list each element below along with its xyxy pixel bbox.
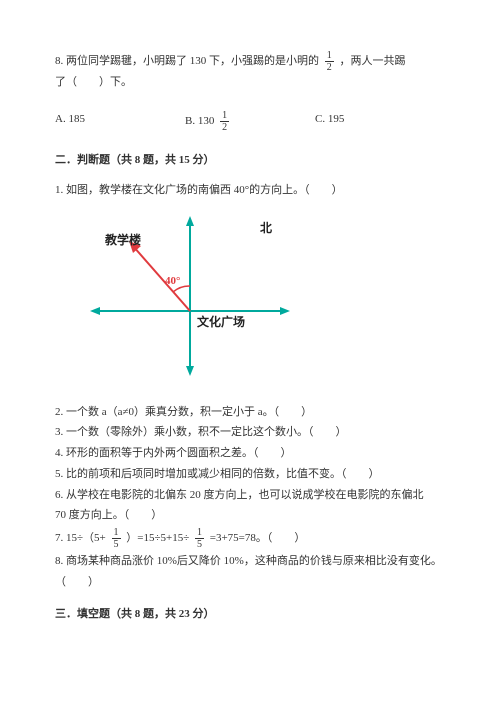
option-c: C. 195: [315, 110, 445, 133]
section-3-title: 三．填空题（共 8 题，共 23 分）: [55, 605, 445, 624]
tf-question-6b: 70 度方向上。（ ）: [55, 506, 445, 525]
direction-diagram: 教学楼 北 文化广场 40°: [85, 216, 445, 383]
section-2-title: 二．判断题（共 8 题，共 15 分）: [55, 151, 445, 170]
q7-p2: ）=15÷5+15÷: [126, 532, 189, 544]
label-square: 文化广场: [197, 314, 245, 329]
tf-question-2: 2. 一个数 a（a≠0）乘真分数，积一定小于 a。（ ）: [55, 403, 445, 422]
option-b: B. 130 1 2: [185, 110, 315, 133]
tf-question-8: 8. 商场某种商品涨价 10%后又降价 10%，这种商品的价钱与原来相比没有变化…: [55, 552, 445, 571]
arrow-right: [280, 307, 290, 315]
tf-question-3: 3. 一个数（零除外）乘小数，积不一定比这个数小。（ ）: [55, 423, 445, 442]
tf-question-1: 1. 如图，教学楼在文化广场的南偏西 40°的方向上。（ ）: [55, 181, 445, 200]
label-angle: 40°: [165, 275, 180, 287]
fraction: 1 2: [325, 50, 334, 73]
fraction-num: 1: [112, 527, 121, 539]
fraction: 1 5: [195, 527, 204, 550]
tf-question-4: 4. 环形的面积等于内外两个圆面积之差。（ ）: [55, 444, 445, 463]
option-b-prefix: B. 130: [185, 115, 214, 127]
fraction-num: 1: [195, 527, 204, 539]
label-building: 教学楼: [104, 232, 141, 247]
q8-text-suffix: ，两人一共踢: [340, 55, 406, 67]
direction-ray: [133, 246, 190, 311]
tf-question-5: 5. 比的前项和后项同时增加或减少相同的倍数，比值不变。（ ）: [55, 465, 445, 484]
q8-text-prefix: 8. 两位同学踢毽，小明踢了 130 下，小强踢的是小明的: [55, 55, 319, 67]
arrow-left: [90, 307, 100, 315]
tf-question-7: 7. 15÷（5+ 1 5 ）=15÷5+15÷ 1 5 =3+75=78。（ …: [55, 527, 445, 550]
q7-p1: 7. 15÷（5+: [55, 532, 106, 544]
fraction-den: 5: [195, 539, 204, 550]
diagram-svg: 教学楼 北 文化广场 40°: [85, 216, 295, 376]
q8-options: A. 185 B. 130 1 2 C. 195: [55, 110, 445, 133]
mc-question-8: 8. 两位同学踢毽，小明踢了 130 下，小强踢的是小明的 1 2 ，两人一共踢…: [55, 50, 445, 92]
fraction-den: 2: [220, 122, 229, 133]
fraction: 1 5: [112, 527, 121, 550]
fraction-den: 2: [325, 62, 334, 73]
fraction-den: 5: [112, 539, 121, 550]
fraction-num: 1: [325, 50, 334, 62]
fraction: 1 2: [220, 110, 229, 133]
arrow-up: [186, 216, 194, 226]
arrow-down: [186, 366, 194, 376]
tf-question-6a: 6. 从学校在电影院的北偏东 20 度方向上，也可以说成学校在电影院的东偏北: [55, 486, 445, 505]
q7-p3: =3+75=78。（ ）: [210, 532, 306, 544]
q8-line2: 了（ ）下。: [55, 73, 445, 92]
fraction-num: 1: [220, 110, 229, 122]
label-north: 北: [260, 220, 272, 235]
tf-question-8b: （ ）: [55, 573, 445, 592]
option-a: A. 185: [55, 110, 185, 133]
